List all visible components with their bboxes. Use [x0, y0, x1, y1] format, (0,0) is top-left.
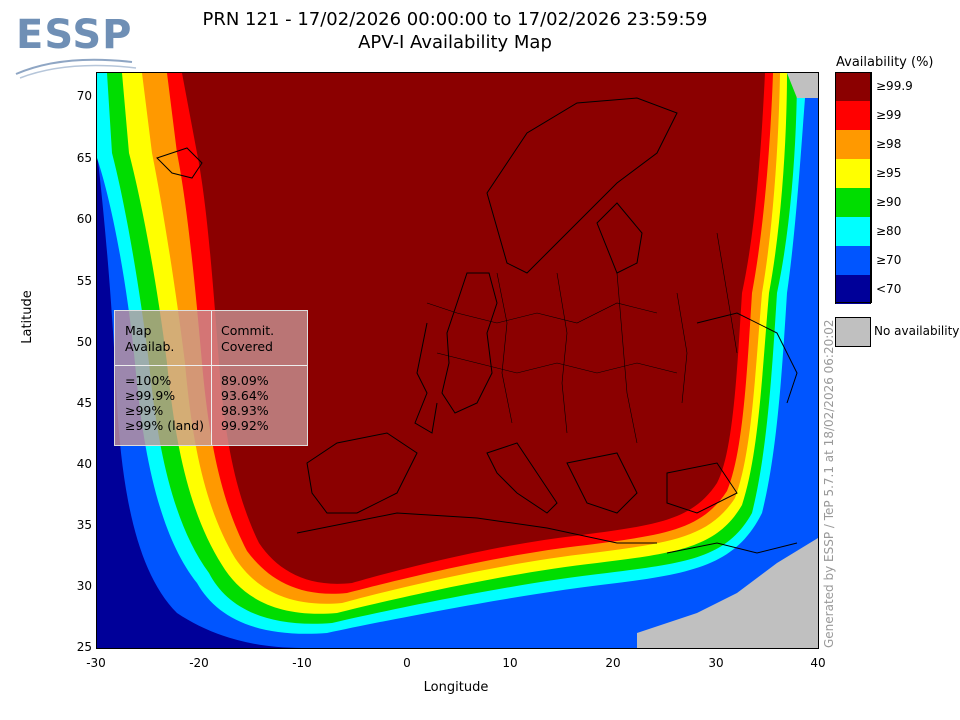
col2-header-line2: Covered: [221, 339, 273, 354]
legend-label: ≥70: [876, 253, 902, 267]
x-tick: 10: [502, 656, 518, 670]
legend-label: ≥80: [876, 224, 902, 238]
legend-swatch-98: [835, 130, 871, 159]
x-tick: 40: [810, 656, 826, 670]
map-title: PRN 121 - 17/02/2026 00:00:00 to 17/02/2…: [130, 8, 780, 54]
legend-label: ≥98: [876, 137, 902, 151]
legend-swatch-99-9: [835, 72, 871, 101]
stats-level: ≥99.9%: [125, 388, 176, 403]
col1-header-line2: Availab.: [125, 339, 175, 354]
y-tick: 45: [76, 396, 92, 410]
legend-swatch-90: [835, 188, 871, 217]
x-tick: 20: [605, 656, 621, 670]
availability-map: [96, 72, 819, 649]
y-tick: 30: [76, 579, 92, 593]
y-tick: 60: [76, 212, 92, 226]
legend-label: ≥95: [876, 166, 902, 180]
legend-swatch-99: [835, 101, 871, 130]
stats-covered: 93.64%: [221, 388, 269, 403]
legend-label: ≥99.9: [876, 79, 913, 93]
y-axis-label: Latitude: [20, 290, 35, 344]
no-availability-ne: [787, 73, 818, 98]
coastlines: [156, 97, 798, 554]
y-tick: 50: [76, 335, 92, 349]
y-tick: 35: [76, 518, 92, 532]
title-line-2: APV-I Availability Map: [358, 32, 552, 53]
col2-header-line1: Commit.: [221, 323, 275, 338]
coverage-stats-table: Map Availab. Commit. Covered =100% 89.09…: [114, 310, 308, 446]
y-tick: 25: [76, 640, 92, 654]
x-tick: 30: [708, 656, 724, 670]
stats-level: ≥99% (land): [125, 418, 204, 433]
x-tick: -10: [292, 656, 312, 670]
legend-swatch-80: [835, 217, 871, 246]
legend-title: Availability (%): [836, 55, 934, 70]
col1-header-line1: Map: [125, 323, 152, 338]
logo-text: ESSP: [16, 12, 133, 58]
legend-label: ≥99: [876, 108, 902, 122]
x-tick: -30: [86, 656, 106, 670]
map-canvas: [97, 73, 818, 648]
no-availability-se: [637, 538, 818, 648]
x-tick: 0: [403, 656, 411, 670]
legend-swatch-70: [835, 246, 871, 275]
title-line-1: PRN 121 - 17/02/2026 00:00:00 to 17/02/2…: [202, 9, 708, 30]
stats-covered: 99.92%: [221, 418, 269, 433]
stats-level: =100%: [125, 373, 172, 388]
legend-swatch-95: [835, 159, 871, 188]
band-99-9: [182, 73, 765, 584]
stats-level: ≥99%: [125, 403, 164, 418]
x-tick: -20: [189, 656, 209, 670]
stats-covered: 98.93%: [221, 403, 269, 418]
legend-label: <70: [876, 282, 902, 296]
logo-swoosh: [15, 58, 137, 79]
y-tick: 40: [76, 457, 92, 471]
legend-label-no-availability: No availability: [874, 324, 960, 338]
y-tick: 70: [76, 89, 92, 103]
essp-logo: ESSP: [12, 10, 142, 80]
country-borders: [426, 232, 738, 444]
legend-swatch-lt70: [835, 275, 871, 304]
legend-label: ≥90: [876, 195, 902, 209]
table-divider: [211, 311, 212, 445]
legend-swatch-no-availability: [835, 317, 871, 347]
table-divider: [115, 365, 307, 366]
generated-credit: Generated by ESSP / TeP 5.7.1 at 18/02/2…: [822, 319, 836, 648]
stats-covered: 89.09%: [221, 373, 269, 388]
x-axis-label: Longitude: [423, 680, 489, 695]
y-tick: 55: [76, 274, 92, 288]
y-tick: 65: [76, 151, 92, 165]
